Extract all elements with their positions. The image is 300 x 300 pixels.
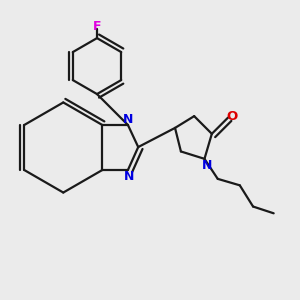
Text: F: F bbox=[93, 20, 101, 33]
Text: N: N bbox=[124, 170, 135, 183]
Text: N: N bbox=[123, 113, 133, 126]
Text: N: N bbox=[202, 159, 213, 172]
Text: O: O bbox=[226, 110, 237, 123]
